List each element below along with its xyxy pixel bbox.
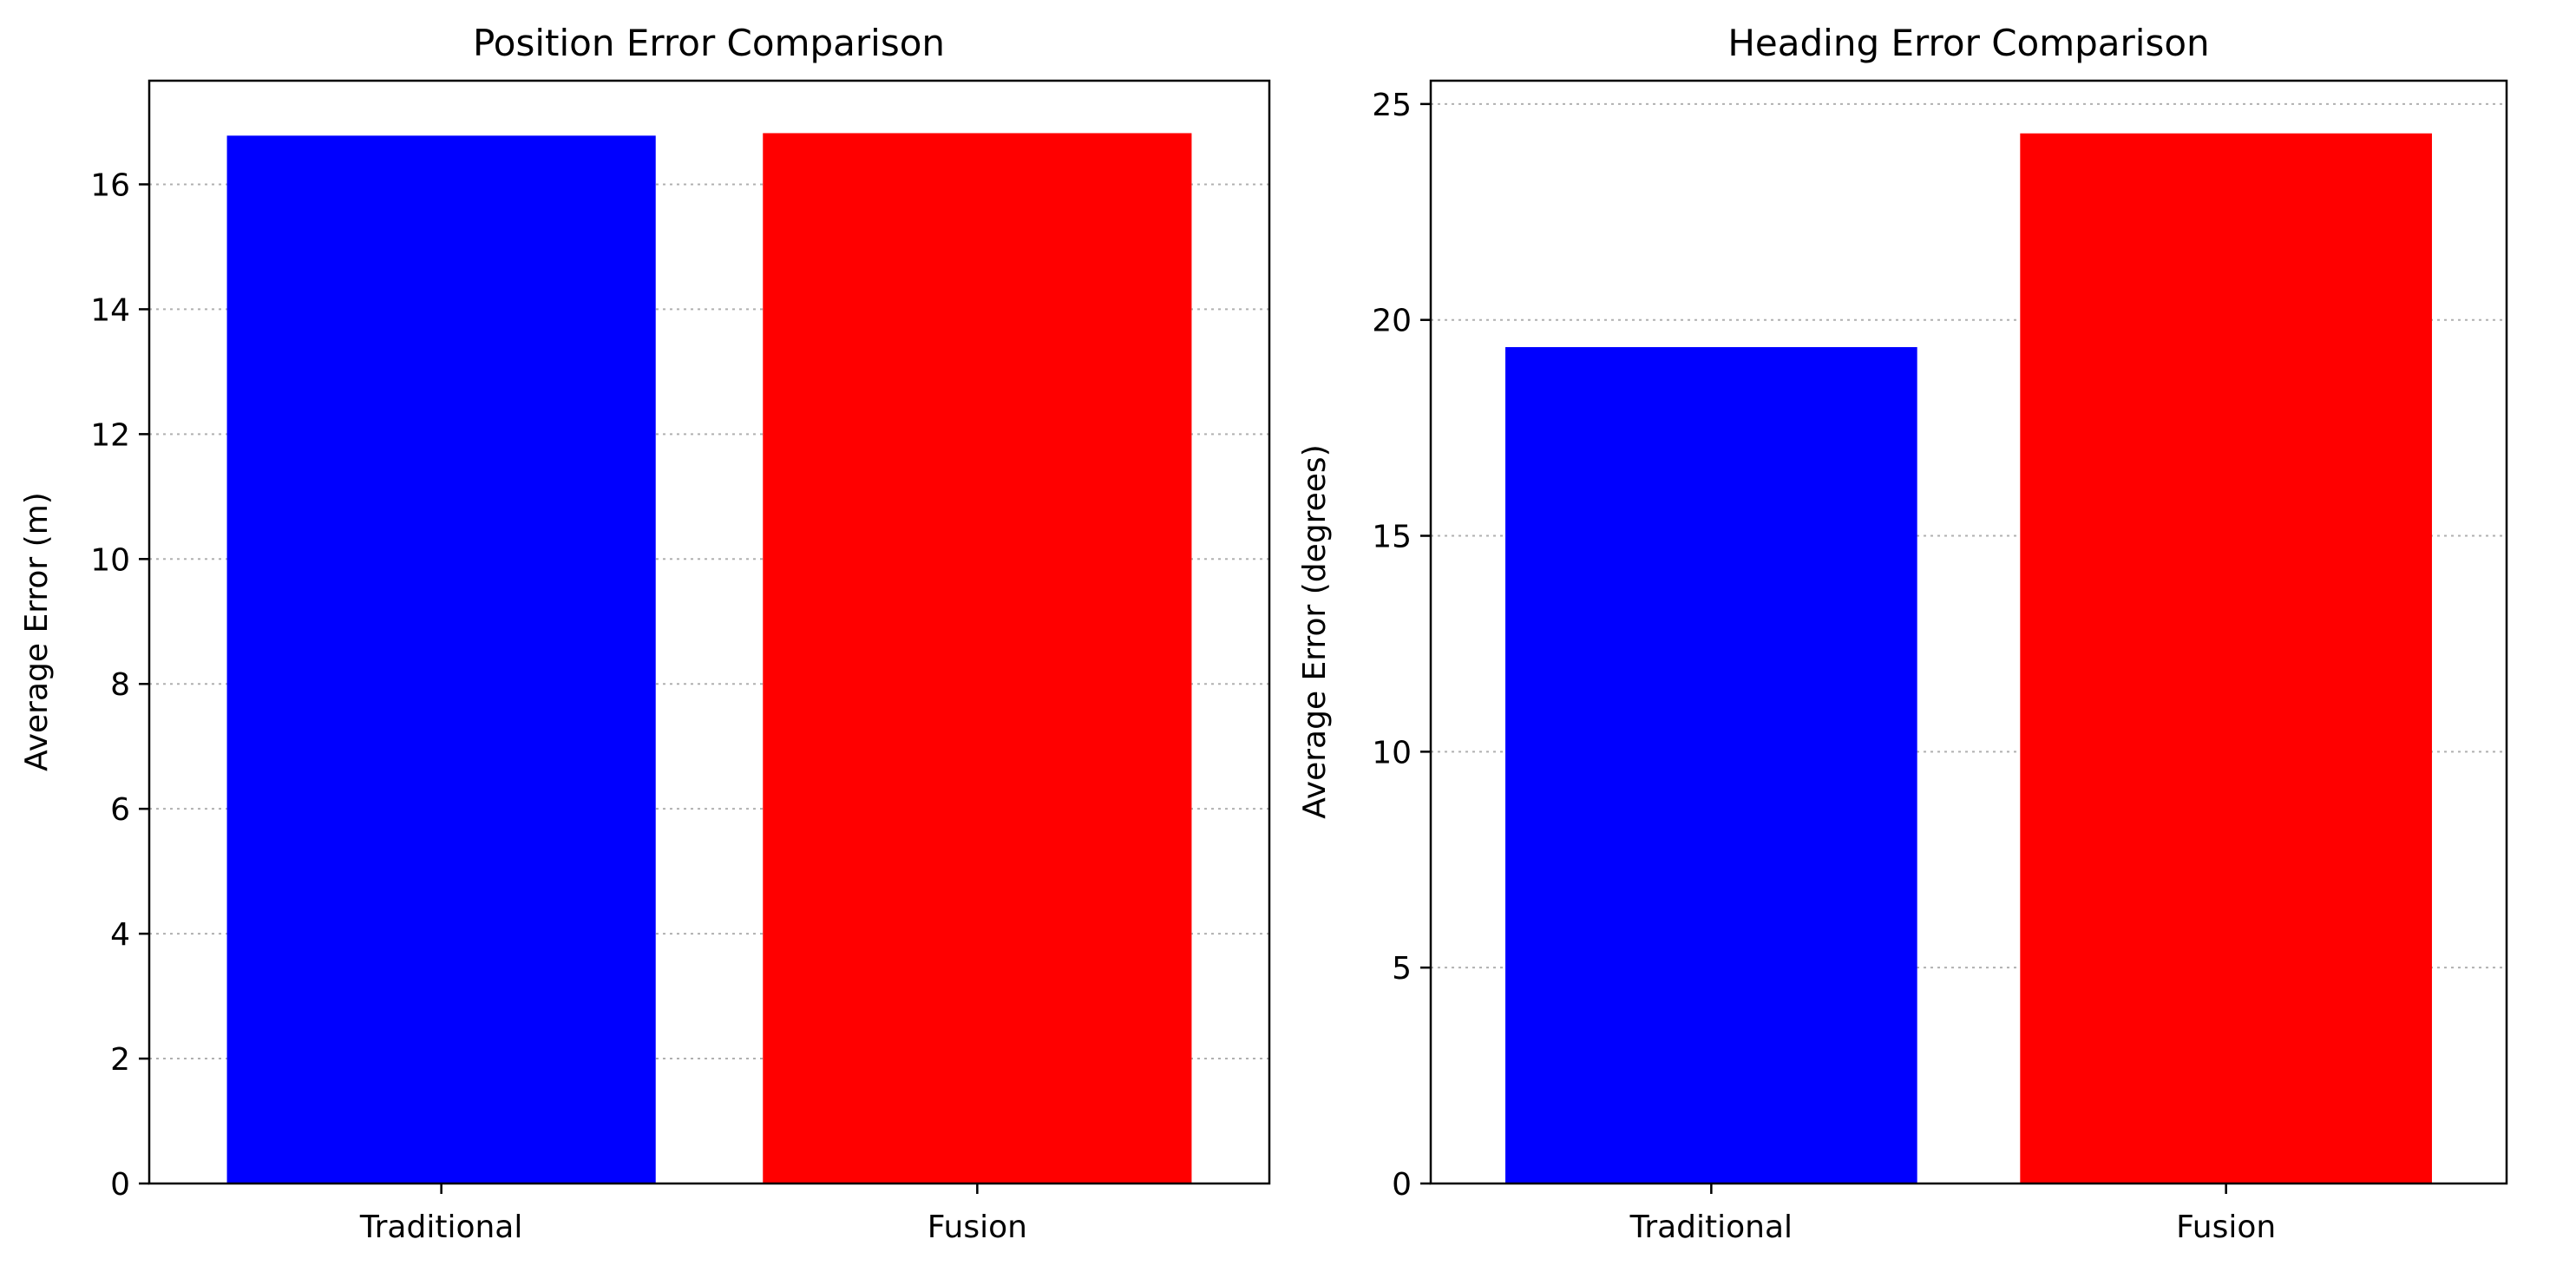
heading-y-axis-label: Average Error (degrees) <box>1297 444 1333 818</box>
position-ytick-label: 10 <box>90 542 130 578</box>
position-chart-title: Position Error Comparison <box>473 22 945 64</box>
position-axes-frame <box>147 79 1271 1185</box>
heading-ytick-label: 0 <box>1392 1167 1412 1203</box>
position-bar-traditional <box>226 135 656 1183</box>
heading-chart-title: Heading Error Comparison <box>1727 22 2209 64</box>
heading-error-panel: 0 5 10 15 20 25 Traditional Fusion Heading Error… <box>1297 22 2508 1245</box>
position-ytick-label: 14 <box>90 292 130 328</box>
position-ytick-label: 12 <box>90 417 130 453</box>
position-ytick-label: 16 <box>90 167 130 203</box>
position-ytick-label: 0 <box>110 1167 130 1203</box>
position-xtick-label: Traditional <box>359 1210 522 1245</box>
position-ytick-label: 8 <box>110 667 130 703</box>
heading-axes-frame <box>1429 79 2508 1185</box>
heading-ytick-label: 25 <box>1372 88 1412 123</box>
position-ytick-label: 4 <box>110 917 130 953</box>
heading-ytick-label: 20 <box>1372 304 1412 339</box>
heading-bar-fusion <box>2020 133 2432 1184</box>
position-xtick-label: Fusion <box>927 1210 1027 1245</box>
heading-xtick-label: Traditional <box>1629 1210 1793 1245</box>
position-ytick-label: 2 <box>110 1042 130 1078</box>
position-ytick-label: 6 <box>110 792 130 828</box>
heading-bar-traditional <box>1505 347 1917 1183</box>
position-error-panel: 0 2 4 6 8 10 12 14 16 Traditional Fusion Position E… <box>19 22 1271 1245</box>
heading-ytick-label: 10 <box>1372 735 1412 770</box>
heading-xtick-label: Fusion <box>2176 1210 2276 1245</box>
heading-ytick-label: 5 <box>1392 951 1412 987</box>
heading-ytick-label: 15 <box>1372 520 1412 555</box>
position-bar-fusion <box>763 133 1192 1183</box>
position-y-axis-label: Average Error (m) <box>19 492 55 771</box>
